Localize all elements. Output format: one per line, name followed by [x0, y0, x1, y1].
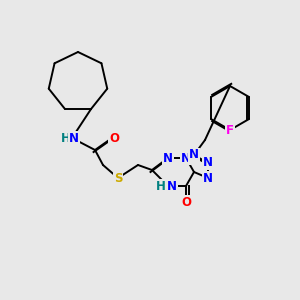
Text: N: N — [163, 152, 173, 164]
Text: N: N — [203, 157, 213, 169]
Text: H: H — [156, 179, 166, 193]
Text: N: N — [69, 131, 79, 145]
Text: N: N — [167, 179, 177, 193]
Text: N: N — [189, 148, 199, 161]
Text: S: S — [114, 172, 122, 184]
Text: H: H — [61, 131, 71, 145]
Text: N: N — [181, 152, 191, 164]
Text: F: F — [226, 124, 234, 136]
Text: N: N — [203, 172, 213, 184]
Text: O: O — [109, 131, 119, 145]
Text: O: O — [181, 196, 191, 208]
